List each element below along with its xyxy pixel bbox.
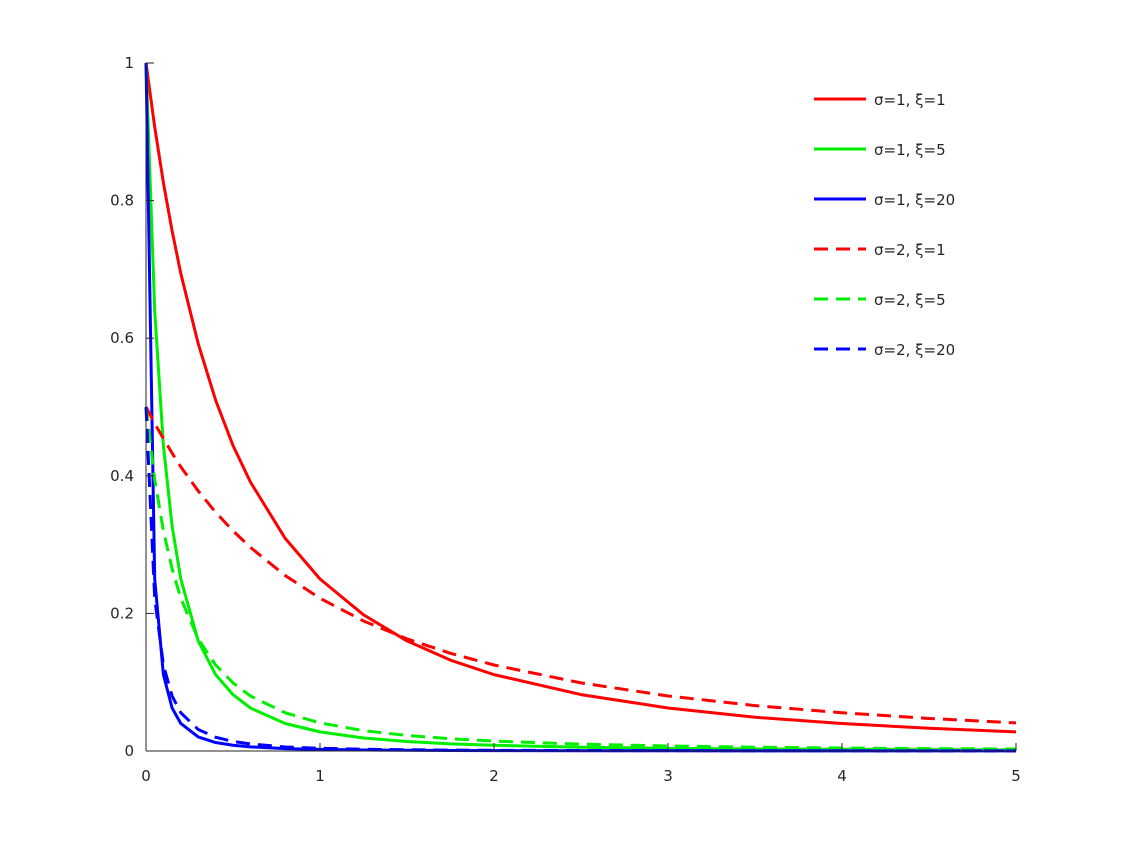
x-tick-label: 5	[1011, 767, 1021, 785]
legend-label-2: σ=1, ξ=5	[874, 141, 946, 159]
y-axis-ticks: 0 0.2 0.4 0.6 0.8 1	[110, 54, 154, 760]
series-line-2	[144, 62, 1017, 752]
y-tick-label: 1	[124, 54, 134, 72]
legend: σ=1, ξ=1 σ=1, ξ=5 σ=1, ξ=20 σ=2, ξ=1 σ=2, ξ=…	[814, 91, 955, 359]
x-axis-ticks: 0 1 2 3 4 5	[141, 743, 1021, 785]
y-tick-label: 0.4	[110, 467, 134, 485]
legend-label-4: σ=2, ξ=1	[874, 241, 946, 259]
plot-background	[146, 63, 1016, 751]
series-line-5	[144, 406, 1017, 751]
legend-label-6: σ=2, ξ=20	[874, 341, 955, 359]
legend-label-1: σ=1, ξ=1	[874, 91, 946, 109]
x-tick-label: 3	[663, 767, 673, 785]
x-tick-label: 4	[837, 767, 847, 785]
series-line-4	[144, 406, 1017, 725]
y-tick-label: 0.6	[110, 329, 134, 347]
y-tick-label: 0.2	[110, 604, 134, 622]
x-tick-label: 2	[489, 767, 499, 785]
y-tick-label: 0.8	[110, 192, 134, 210]
x-tick-label: 0	[141, 767, 151, 785]
series-line-1	[144, 62, 1017, 734]
legend-label-3: σ=1, ξ=20	[874, 191, 955, 209]
legend-label-5: σ=2, ξ=5	[874, 291, 946, 309]
x-tick-label: 1	[315, 767, 325, 785]
y-tick-label: 0	[124, 742, 134, 760]
